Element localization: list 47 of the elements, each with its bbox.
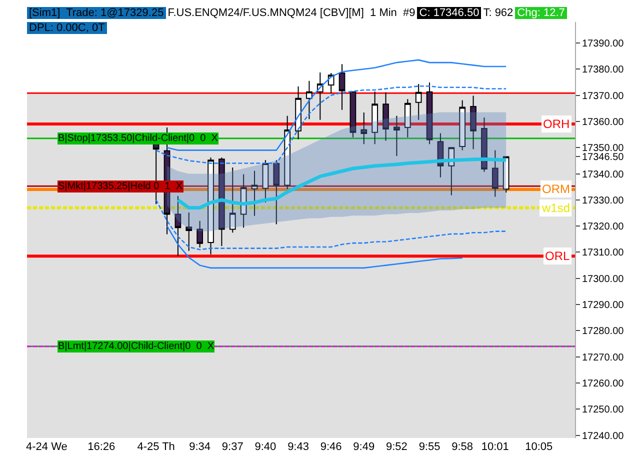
x-tick-label: 9:34: [189, 441, 211, 453]
annotation: B|Lmt|17274.00|Child-Client|0 0 X: [58, 341, 214, 352]
y-tick-label: 17300.00: [582, 274, 624, 285]
ref-line-label: ORH: [543, 117, 570, 131]
y-tick-label: 17290.00: [582, 300, 624, 312]
y-tick-label: 17310.00: [582, 248, 624, 259]
x-tick-label: 9:55: [418, 441, 440, 453]
y-tick-label: 17270.00: [582, 352, 624, 364]
annotation: B|Stop|17353.50|Child-Client|0 0 X: [58, 133, 218, 144]
y-tick-label: 17340.00: [582, 169, 624, 180]
x-tick-label: 9:58: [452, 441, 474, 453]
ref-line-label: ORM: [542, 182, 570, 196]
x-tick-label: 4-24 We: [26, 441, 68, 453]
x-tick-label: 9:52: [386, 441, 408, 453]
x-tick-label: 9:40: [254, 441, 276, 453]
text: T: 962: [482, 7, 514, 19]
annotation: DPL: 0.00C, 0T: [27, 22, 107, 34]
text: C: 17346.50: [417, 7, 482, 19]
x-tick-label: 16:26: [88, 441, 116, 453]
y-tick-label: 17390.00: [582, 38, 624, 50]
ref-line-label: w1sd: [541, 201, 570, 215]
annotation: S|Mkt|17335.25|Held 0 1 X: [58, 181, 183, 192]
y-tick-label: 17260.00: [582, 378, 624, 390]
x-tick-label: 10:01: [481, 441, 509, 453]
text: Chg: 12.7: [515, 7, 567, 19]
x-tick-label: 10:05: [525, 441, 553, 453]
line-series: [155, 199, 507, 250]
x-tick-label: 9:37: [222, 441, 244, 453]
y-tick-label: 17320.00: [582, 222, 624, 233]
y-tick-label: 17240.00: [582, 430, 624, 442]
y-tick-label: 17370.00: [582, 90, 624, 102]
x-tick-label: 9:49: [353, 441, 375, 453]
x-tick-label: 9:43: [288, 441, 309, 453]
y-tick-label: 17380.00: [582, 64, 624, 76]
y-tick-label: 17350.00: [582, 143, 624, 154]
ref-line-label: ORL: [545, 249, 570, 263]
y-tick-label: 17280.00: [582, 326, 624, 338]
line-series: [166, 225, 463, 269]
line-series: [176, 157, 508, 210]
y-tick-label: 17360.00: [582, 116, 624, 128]
y-tick-label: 17346.50: [582, 152, 624, 164]
y-tick-label: 17250.00: [582, 404, 624, 416]
x-tick-label: 9:46: [320, 441, 342, 453]
x-tick-label: 4-25 Th: [137, 441, 175, 453]
text: F.US.ENQM24/F.US.MNQM24 [CBV][M] 1 Min #9: [166, 7, 416, 19]
text: [Sim1] Trade: 1@17329.25: [27, 7, 166, 19]
y-tick-label: 17330.00: [582, 195, 624, 206]
